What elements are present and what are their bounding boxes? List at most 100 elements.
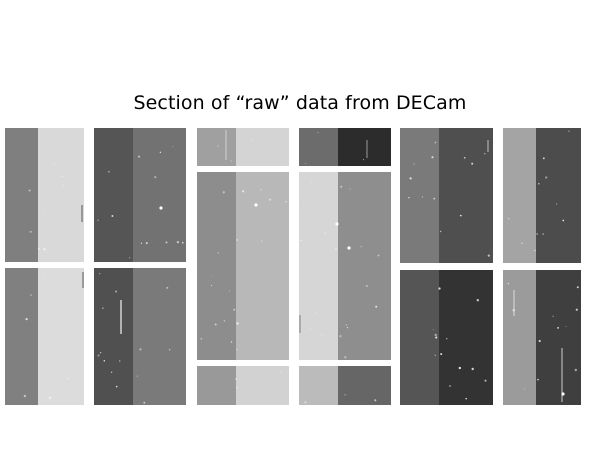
star-speck [305, 162, 307, 164]
ccd-amp-left [503, 128, 536, 263]
star-speck [458, 366, 461, 370]
star-speck [321, 334, 324, 337]
star-speck [568, 130, 570, 132]
ccd-chip [400, 128, 493, 263]
star-speck [545, 176, 548, 179]
star-speck [422, 196, 423, 198]
ccd-amp-right [439, 128, 493, 263]
ccd-amp-right [236, 128, 289, 166]
star-speck [349, 188, 351, 190]
star-speck [110, 371, 113, 373]
star-speck [139, 348, 142, 351]
star-speck [432, 328, 434, 330]
star-speck [145, 242, 148, 245]
star-speck [538, 182, 540, 185]
star-speck [118, 360, 121, 362]
star-speck [449, 385, 451, 387]
star-speck [365, 284, 368, 288]
star-speck [235, 378, 237, 380]
star-speck [102, 307, 104, 309]
star-speck [67, 377, 69, 380]
star-speck [536, 233, 538, 235]
star-speck [269, 198, 272, 201]
star-speck [115, 290, 118, 293]
star-speck [30, 294, 32, 296]
star-speck [212, 276, 213, 278]
star-speck [310, 328, 312, 330]
star-speck [459, 214, 462, 217]
star-speck [334, 248, 338, 251]
bright-star [254, 203, 258, 207]
star-speck [217, 252, 219, 254]
star-speck [565, 325, 567, 327]
ccd-chip [299, 172, 391, 360]
star-speck [304, 401, 307, 404]
star-speck [76, 194, 79, 196]
star-speck [575, 308, 578, 311]
ccd-amp-left [94, 268, 133, 405]
star-speck [38, 382, 40, 384]
star-speck [166, 286, 169, 289]
ccd-amp-left [503, 270, 536, 405]
star-speck [61, 310, 64, 313]
star-speck [51, 380, 53, 382]
star-speck [214, 323, 217, 326]
ccd-amp-right [439, 270, 493, 405]
star-speck [311, 181, 313, 183]
star-speck [222, 191, 225, 194]
star-speck [228, 290, 230, 292]
star-speck [236, 322, 239, 325]
ccd-chip [5, 268, 84, 405]
star-speck [159, 151, 162, 154]
star-speck [507, 282, 510, 285]
star-speck [242, 190, 245, 193]
ccd-chip [299, 366, 391, 405]
bright-star [347, 246, 351, 250]
ccd-amp-right [38, 128, 84, 262]
star-speck [236, 386, 238, 389]
star-speck [230, 160, 232, 162]
star-speck [285, 200, 287, 203]
star-speck [223, 320, 225, 322]
star-speck [434, 333, 437, 337]
star-speck [471, 367, 474, 371]
star-speck [217, 145, 219, 147]
star-speck [315, 311, 318, 314]
star-speck [111, 215, 114, 217]
ccd-chip [197, 172, 289, 360]
star-speck [99, 273, 101, 275]
star-speck [274, 222, 276, 223]
star-speck [360, 245, 362, 248]
ccd-amp-left [400, 270, 439, 405]
star-speck [136, 375, 138, 377]
star-speck [61, 175, 64, 178]
star-speck [345, 324, 348, 326]
star-speck [317, 132, 319, 134]
ccd-amp-left [197, 128, 236, 166]
star-speck [176, 241, 179, 244]
star-speck [377, 254, 380, 257]
star-speck [62, 184, 65, 187]
star-speck [259, 188, 262, 191]
star-speck [53, 179, 55, 181]
ccd-chip [197, 366, 289, 405]
star-speck [28, 189, 31, 192]
ccd-amp-right [38, 268, 84, 405]
star-speck [324, 231, 327, 234]
ccd-amp-left [299, 366, 338, 405]
ccd-chip [503, 128, 581, 263]
star-speck [172, 146, 174, 148]
star-speck [42, 276, 44, 278]
star-speck [279, 370, 282, 373]
star-speck [537, 378, 539, 381]
star-speck [487, 254, 490, 257]
star-speck [339, 335, 342, 338]
star-speck [103, 360, 106, 362]
star-speck [43, 212, 46, 215]
ccd-amp-right [536, 270, 581, 405]
star-speck [23, 394, 27, 398]
star-speck [476, 299, 479, 302]
ccd-amp-right [338, 366, 391, 405]
star-speck [137, 155, 141, 158]
star-speck [557, 326, 560, 329]
